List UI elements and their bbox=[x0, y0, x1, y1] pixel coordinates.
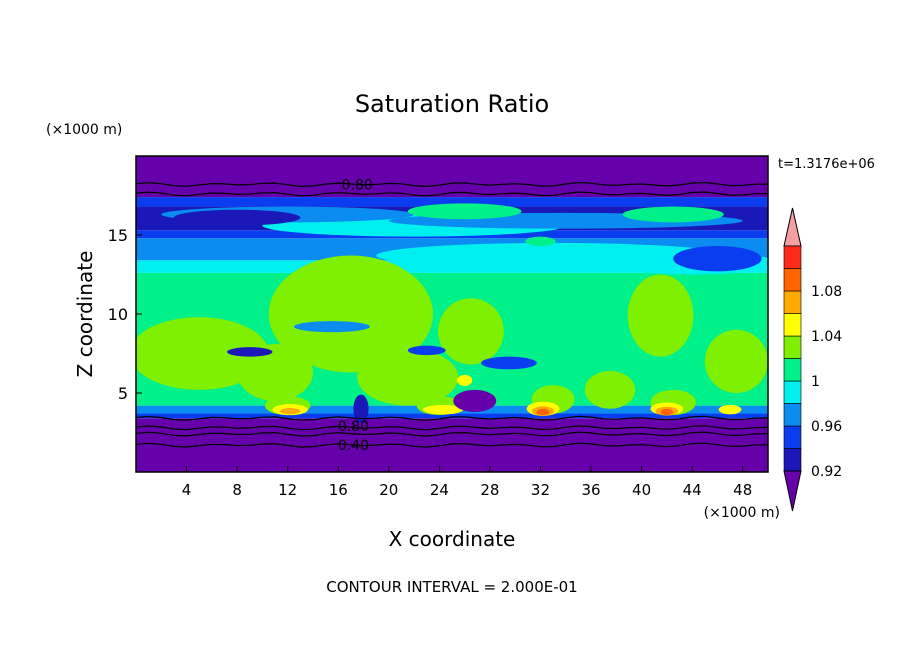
field-patch bbox=[622, 206, 724, 223]
contour-line bbox=[136, 425, 768, 431]
colorbar: 0.92 0.96 1 1.04 1.08 bbox=[783, 207, 842, 512]
x-tick-label: 36 bbox=[581, 481, 600, 499]
field-band bbox=[136, 156, 768, 198]
contour-line bbox=[136, 442, 768, 448]
field-band bbox=[136, 197, 768, 207]
y-unit-label: (×1000 m) bbox=[46, 122, 122, 138]
field-patch bbox=[453, 389, 497, 412]
field-patch bbox=[718, 404, 742, 415]
x-tick-label: 4 bbox=[182, 481, 192, 499]
field-patch bbox=[704, 329, 768, 393]
field-patch bbox=[457, 374, 473, 386]
field-patch bbox=[525, 236, 556, 247]
field-patch bbox=[422, 404, 464, 415]
x-tick-label: 44 bbox=[683, 481, 702, 499]
x-tick-label: 32 bbox=[531, 481, 550, 499]
colorbar-tick-label: 1.04 bbox=[811, 329, 842, 345]
colorbar-segment bbox=[783, 268, 802, 292]
x-tick-label: 48 bbox=[733, 481, 752, 499]
colorbar-segment bbox=[783, 425, 802, 449]
contour-lines bbox=[136, 181, 768, 448]
x-tick-label: 28 bbox=[480, 481, 499, 499]
y-tick-label: 15 bbox=[108, 226, 128, 245]
chart-title: Saturation Ratio bbox=[355, 90, 549, 118]
colorbar-segment bbox=[783, 290, 802, 314]
y-tick-label: 10 bbox=[108, 305, 128, 324]
colorbar-segment bbox=[783, 403, 802, 427]
colorbar-segment bbox=[783, 245, 802, 269]
contour-interval-note: CONTOUR INTERVAL = 2.000E-01 bbox=[326, 578, 577, 596]
x-tick-label: 16 bbox=[329, 481, 348, 499]
y-tick-label: 5 bbox=[118, 384, 128, 403]
field-patch bbox=[136, 317, 269, 390]
colorbar-tick-label: 0.92 bbox=[811, 464, 842, 480]
x-axis-label: X coordinate bbox=[389, 527, 516, 551]
contour-label: 0.80 bbox=[338, 419, 369, 435]
field-patch bbox=[673, 246, 762, 272]
y-axis-label: Z coordinate bbox=[73, 251, 97, 378]
contour-line bbox=[136, 431, 768, 437]
field-band bbox=[136, 413, 768, 419]
contour-line bbox=[136, 191, 768, 197]
field-patch bbox=[353, 394, 369, 424]
field-patch bbox=[627, 274, 694, 357]
x-tick-label: 20 bbox=[379, 481, 398, 499]
colorbar-segment bbox=[783, 358, 802, 382]
plot-area bbox=[136, 156, 768, 472]
field-patch bbox=[438, 298, 504, 365]
field-patch bbox=[660, 408, 674, 416]
colorbar-segment bbox=[783, 335, 802, 359]
field-patch bbox=[357, 348, 459, 406]
field-patch bbox=[294, 321, 370, 333]
contour-labels: 0.80 0.80 0.40 bbox=[338, 177, 373, 454]
x-tick-label: 24 bbox=[430, 481, 449, 499]
contour-line bbox=[136, 181, 768, 188]
colorbar-segment bbox=[783, 380, 802, 404]
field-patch bbox=[237, 344, 313, 401]
time-label: t=1.3176e+06 bbox=[778, 157, 875, 172]
field-patch bbox=[407, 203, 522, 220]
colorbar-segment bbox=[783, 313, 802, 337]
contour-label: 0.40 bbox=[338, 438, 369, 454]
field-patch bbox=[481, 356, 537, 370]
field-patch bbox=[227, 347, 273, 357]
field-patch bbox=[173, 209, 301, 226]
colorbar-tick-label: 1.08 bbox=[811, 284, 842, 300]
field-patch bbox=[268, 255, 434, 373]
x-tick-label: 8 bbox=[232, 481, 242, 499]
field-patch bbox=[407, 345, 446, 356]
field-patch bbox=[536, 408, 550, 416]
x-axis: 4 8 12 16 20 24 28 32 36 40 44 48 bbox=[182, 466, 752, 499]
colorbar-tick-label: 1 bbox=[811, 374, 820, 390]
field-patch bbox=[280, 408, 301, 415]
y-axis: 5 10 15 bbox=[108, 226, 142, 403]
colorbar-max-triangle bbox=[783, 207, 802, 247]
x-tick-label: 12 bbox=[278, 481, 297, 499]
colorbar-tick-label: 0.96 bbox=[811, 419, 842, 435]
x-unit-label: (×1000 m) bbox=[704, 505, 780, 521]
contour-label: 0.80 bbox=[342, 177, 373, 193]
field-patch bbox=[584, 370, 636, 409]
colorbar-segment bbox=[783, 448, 802, 472]
colorbar-min-triangle bbox=[783, 470, 802, 512]
x-tick-label: 40 bbox=[632, 481, 651, 499]
contour-line bbox=[136, 415, 768, 421]
